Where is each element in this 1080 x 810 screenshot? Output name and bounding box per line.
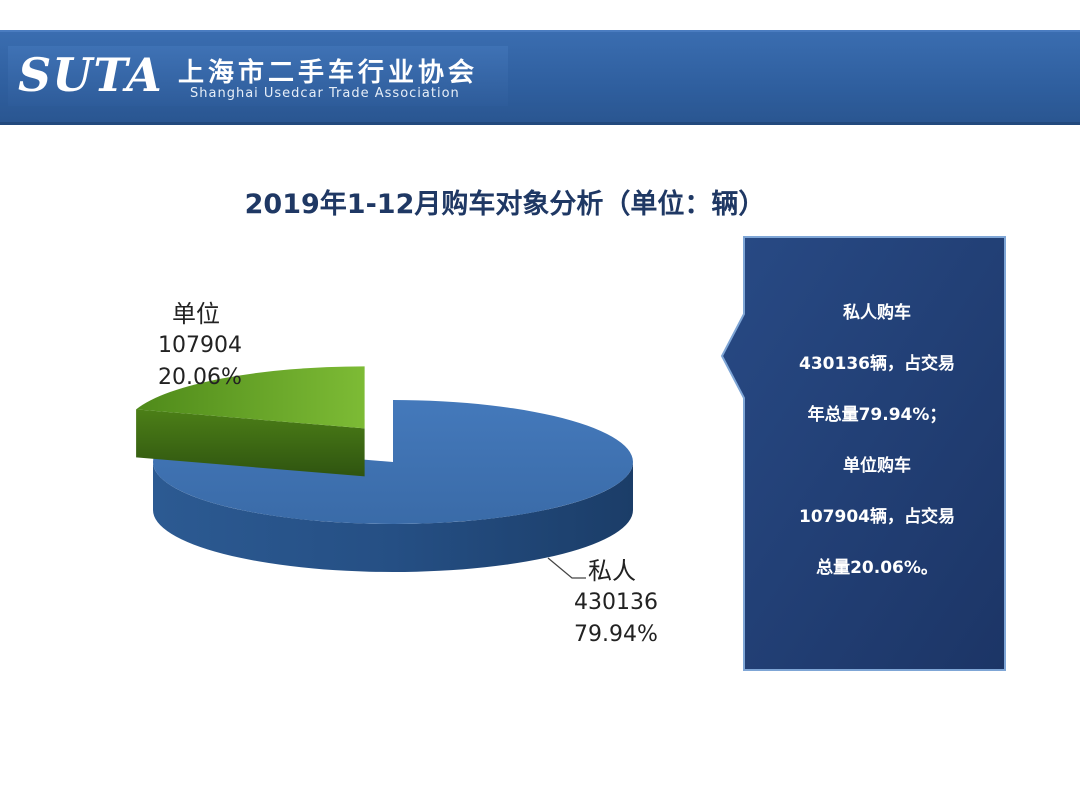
callout-line: 私人购车 xyxy=(843,303,911,323)
org-name-chinese: 上海市二手车行业协会 xyxy=(178,58,479,88)
callout-line: 单位购车 xyxy=(843,456,911,476)
slice-percent-private: 79.94% xyxy=(574,622,658,647)
slice-label-unit: 单位 107904 20.06% xyxy=(158,298,242,394)
logo-suta-text: SUTA xyxy=(18,48,163,102)
pie-slice-private xyxy=(153,399,634,524)
callout-text: 私人购车 430136辆，占交易 年总量79.94%； 单位购车 107904辆… xyxy=(748,296,1006,602)
slice-value-unit: 107904 xyxy=(158,333,242,358)
slice-percent-unit: 20.06% xyxy=(158,365,242,390)
callout-line: 总量20.06%。 xyxy=(816,558,938,578)
header-band: SUTA 上海市二手车行业协会 Shanghai Usedcar Trade A… xyxy=(0,30,1080,125)
pie-side-unit xyxy=(136,409,365,477)
slice-name-private: 私人 xyxy=(588,557,636,585)
association-logo: SUTA 上海市二手车行业协会 Shanghai Usedcar Trade A… xyxy=(8,46,508,106)
pie-slice-unit xyxy=(136,366,365,429)
slice-name-unit: 单位 xyxy=(172,300,220,328)
chart-title: 2019年1-12月购车对象分析（单位：辆） xyxy=(244,189,766,220)
org-name-english: Shanghai Usedcar Trade Association xyxy=(190,86,460,101)
callout-line: 107904辆，占交易 xyxy=(799,507,955,527)
pie-side-private xyxy=(153,462,633,572)
callout-line: 年总量79.94%； xyxy=(807,405,947,425)
callout-line: 430136辆，占交易 xyxy=(799,354,955,374)
leader-line-private xyxy=(547,557,586,579)
slice-label-private: 私人 430136 79.94% xyxy=(574,555,658,651)
slice-value-private: 430136 xyxy=(574,590,658,615)
